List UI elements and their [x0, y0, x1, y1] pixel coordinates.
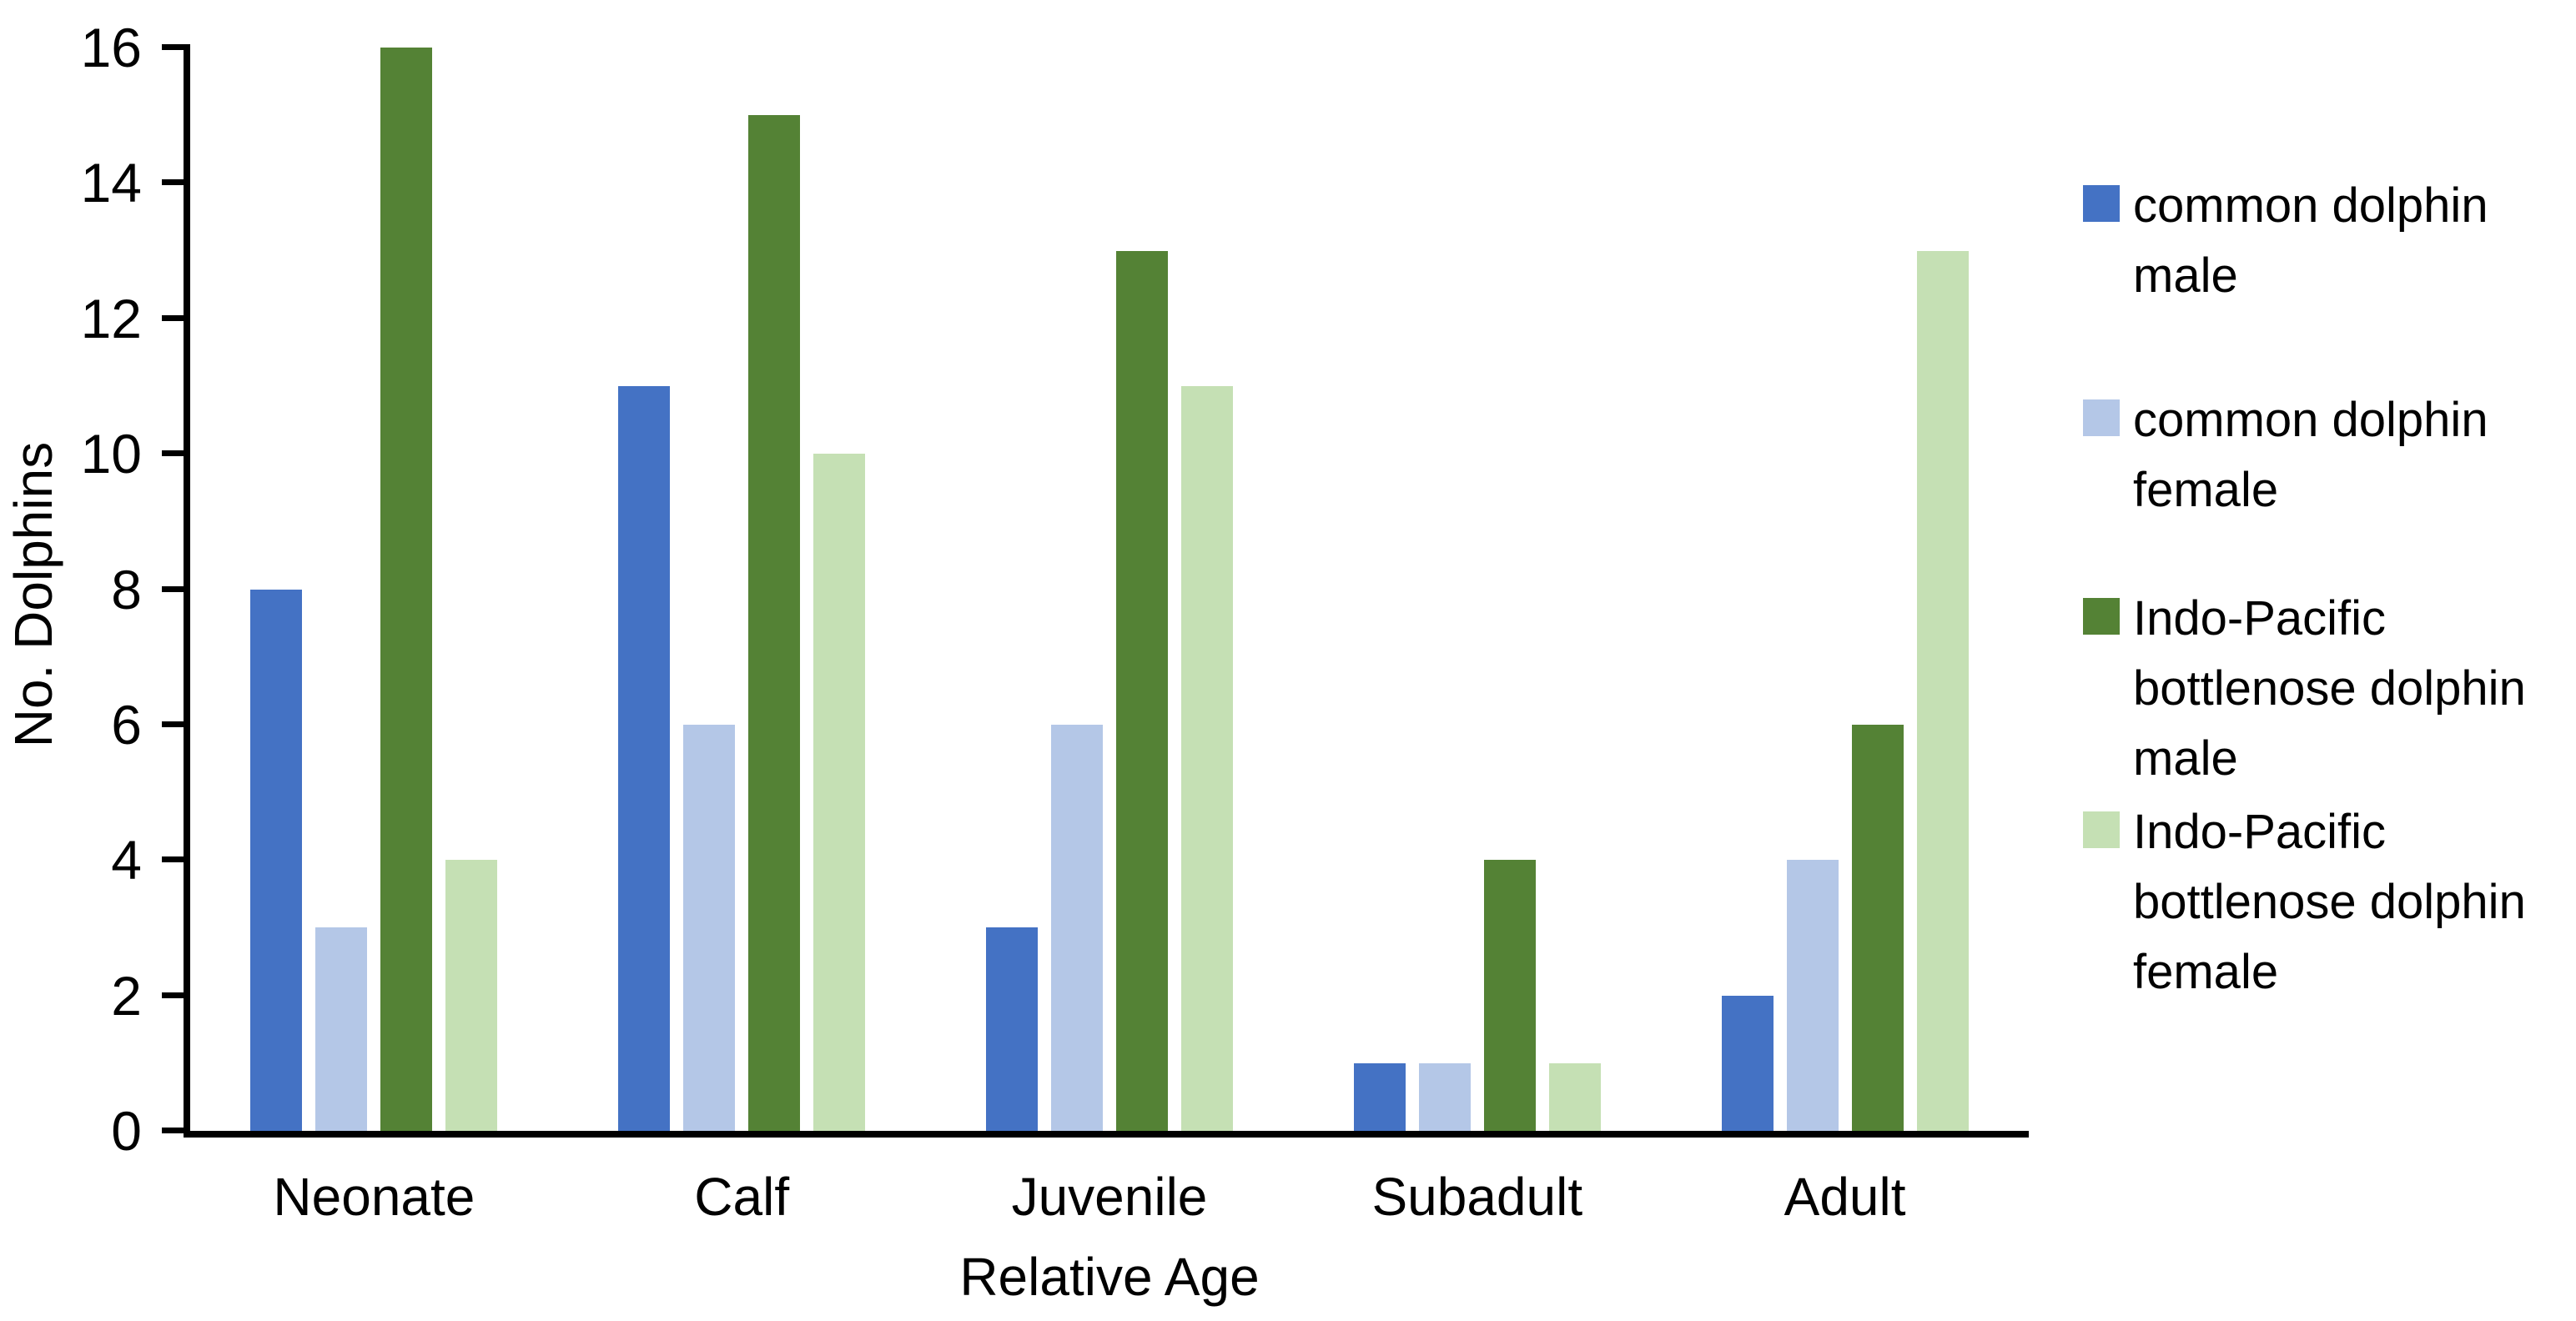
bar-common-dolphin-female-subadult: [1418, 1062, 1471, 1131]
legend-swatch-icon: [2083, 598, 2120, 635]
legend-item-4: Indo-Pacific bottlenose dolphin female: [2083, 797, 2576, 1007]
bar-group-juvenile: [926, 48, 1294, 1131]
y-tick-label-2: 2: [111, 964, 142, 1027]
y-tick-label-0: 0: [111, 1100, 142, 1162]
legend-item-2: common dolphin female: [2083, 385, 2576, 525]
y-tick-mark: [162, 856, 184, 863]
y-tick-label-6: 6: [111, 693, 142, 756]
x-axis-title: Relative Age: [959, 1247, 1260, 1307]
bar-common-dolphin-female-neonate: [315, 927, 368, 1131]
legend-label: common dolphin female: [2133, 393, 2488, 517]
plot-area: [190, 48, 2029, 1131]
y-tick-mark: [162, 1128, 184, 1133]
legend-item-3: Indo-Pacific bottlenose dolphin male: [2083, 584, 2576, 794]
y-tick-label-10: 10: [80, 423, 142, 485]
y-axis-line: [184, 44, 190, 1138]
legend: common dolphin male common dolphin female…: [2083, 0, 2576, 1321]
x-axis-line: [184, 1131, 2029, 1138]
legend-label: Indo-Pacific bottlenose dolphin male: [2133, 591, 2526, 786]
y-tick-mark: [162, 992, 184, 998]
legend-label: Indo-Pacific bottlenose dolphin female: [2133, 805, 2526, 999]
bar-group-adult: [1661, 48, 2029, 1131]
x-label-neonate: Neonate: [273, 1167, 475, 1227]
y-tick-mark: [162, 314, 184, 321]
x-axis-labels: Neonate Calf Juvenile Subadult Adult: [190, 1166, 2029, 1228]
bar-indo-pacific-bottlenose-dolphin-female-calf: [813, 454, 866, 1131]
bar-indo-pacific-bottlenose-dolphin-male-subadult: [1483, 860, 1536, 1131]
y-tick-label-8: 8: [111, 558, 142, 620]
bar-indo-pacific-bottlenose-dolphin-female-adult: [1916, 250, 1969, 1131]
bar-common-dolphin-female-adult: [1786, 860, 1839, 1131]
bar-common-dolphin-female-calf: [683, 724, 736, 1131]
bar-indo-pacific-bottlenose-dolphin-male-neonate: [380, 48, 433, 1131]
bar-common-dolphin-male-juvenile: [985, 927, 1038, 1131]
legend-swatch-icon: [2083, 811, 2120, 848]
y-tick-mark: [162, 721, 184, 727]
bar-common-dolphin-male-subadult: [1353, 1062, 1406, 1131]
y-tick-label-14: 14: [80, 152, 142, 214]
legend-item-1: common dolphin male: [2083, 171, 2576, 311]
bar-common-dolphin-male-neonate: [250, 589, 303, 1131]
bar-indo-pacific-bottlenose-dolphin-female-neonate: [445, 860, 498, 1131]
y-tick-label-16: 16: [80, 17, 142, 78]
bar-indo-pacific-bottlenose-dolphin-female-subadult: [1548, 1062, 1601, 1131]
bar-common-dolphin-male-adult: [1721, 995, 1774, 1131]
bar-common-dolphin-female-juvenile: [1050, 724, 1103, 1131]
y-tick-mark: [162, 179, 184, 186]
bar-group-neonate: [190, 48, 558, 1131]
bar-common-dolphin-male-calf: [618, 385, 671, 1131]
y-tick-mark: [162, 44, 184, 50]
legend-swatch-icon: [2083, 185, 2120, 222]
bar-group-calf: [558, 48, 926, 1131]
y-tick-mark: [162, 585, 184, 592]
bar-indo-pacific-bottlenose-dolphin-male-calf: [748, 115, 801, 1131]
bar-indo-pacific-bottlenose-dolphin-male-juvenile: [1115, 250, 1168, 1131]
x-label-adult: Adult: [1784, 1167, 1906, 1227]
y-tick-label-12: 12: [80, 287, 142, 349]
x-label-juvenile: Juvenile: [1011, 1167, 1208, 1227]
bar-indo-pacific-bottlenose-dolphin-male-adult: [1851, 724, 1904, 1131]
legend-swatch-icon: [2083, 399, 2120, 436]
bar-group-subadult: [1293, 48, 1661, 1131]
x-label-calf: Calf: [694, 1167, 790, 1227]
bar-indo-pacific-bottlenose-dolphin-female-juvenile: [1180, 385, 1233, 1131]
legend-label: common dolphin male: [2133, 178, 2488, 303]
y-tick-label-4: 4: [111, 829, 142, 892]
x-label-subadult: Subadult: [1371, 1167, 1583, 1227]
y-tick-mark: [162, 450, 184, 457]
